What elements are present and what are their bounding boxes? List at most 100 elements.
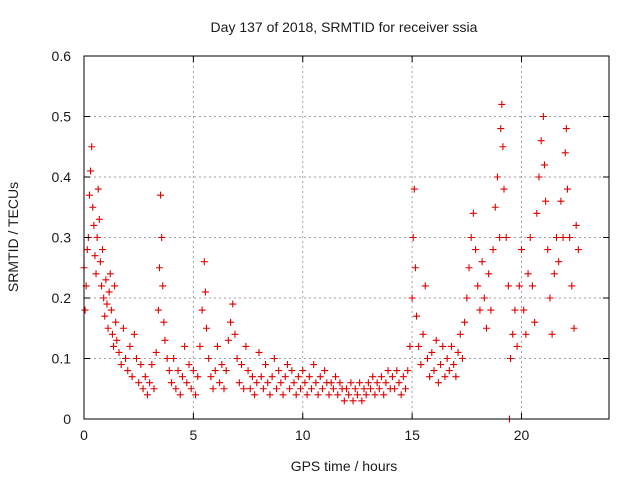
data-point — [402, 385, 410, 393]
data-point — [253, 379, 261, 387]
data-point — [168, 379, 175, 387]
data-point — [349, 397, 357, 405]
data-point — [325, 391, 333, 399]
data-point — [128, 373, 136, 381]
data-point — [411, 264, 419, 272]
data-point — [196, 342, 204, 350]
data-point — [235, 379, 243, 387]
data-point — [555, 258, 563, 266]
data-point — [141, 373, 149, 381]
data-point — [535, 173, 543, 181]
x-tick-label: 5 — [189, 427, 197, 443]
data-point — [294, 373, 302, 381]
data-point — [275, 367, 283, 375]
data-point — [231, 330, 239, 338]
data-point — [498, 100, 506, 108]
data-point — [461, 318, 469, 326]
data-point — [434, 379, 442, 387]
data-point — [362, 391, 370, 399]
data-point — [299, 367, 307, 375]
data-point — [515, 282, 523, 290]
data-point — [502, 234, 510, 241]
data-point — [428, 348, 436, 356]
y-tick-label: 0.6 — [52, 48, 72, 64]
data-point — [130, 330, 138, 338]
data-point — [489, 246, 497, 254]
data-point — [93, 234, 101, 241]
data-point — [279, 391, 287, 399]
data-point — [526, 234, 534, 241]
data-point — [211, 367, 219, 375]
data-point — [117, 361, 125, 369]
y-axis-label: SRMTID / TECUs — [5, 182, 21, 292]
data-point — [139, 385, 147, 393]
data-point — [399, 373, 407, 381]
data-point — [137, 361, 145, 369]
data-point — [292, 391, 300, 399]
data-point — [91, 252, 99, 260]
axis-ticks — [83, 55, 609, 420]
y-tick-label: 0.4 — [52, 169, 72, 185]
data-point — [329, 385, 337, 393]
data-point — [87, 167, 95, 175]
data-point — [183, 379, 191, 387]
y-tick-label: 0.1 — [52, 351, 72, 367]
data-point — [163, 355, 171, 362]
data-point — [417, 361, 425, 369]
data-point — [113, 336, 121, 344]
data-point — [448, 342, 455, 350]
data-point — [485, 270, 493, 278]
data-point — [423, 355, 431, 362]
data-point — [233, 355, 241, 362]
data-point — [115, 348, 123, 356]
data-point — [533, 209, 541, 217]
data-point — [189, 367, 197, 375]
data-point — [334, 391, 342, 399]
data-point — [143, 391, 151, 399]
data-point — [178, 373, 186, 381]
data-point — [553, 234, 560, 241]
data-point — [432, 336, 440, 344]
data-point — [213, 342, 221, 350]
data-point — [542, 197, 550, 205]
data-point — [443, 355, 451, 362]
data-point — [303, 391, 311, 399]
data-point — [181, 342, 189, 350]
data-point — [158, 234, 166, 241]
x-axis-label: GPS time / hours — [291, 458, 398, 474]
data-point — [340, 397, 348, 405]
data-point — [262, 361, 270, 369]
chart-title: Day 137 of 2018, SRMTID for receiver ssi… — [211, 19, 478, 35]
data-point — [288, 367, 296, 375]
data-point — [308, 385, 315, 393]
data-point — [85, 191, 93, 199]
data-point — [185, 361, 193, 369]
data-point — [110, 342, 118, 350]
data-point — [450, 361, 458, 369]
data-point — [382, 379, 390, 387]
data-point — [92, 270, 100, 278]
tick-labels: 0 5 10 15 20 0 0.1 0.2 0.3 0.4 0.5 0.6 — [52, 48, 530, 443]
data-point — [101, 312, 109, 320]
data-point — [572, 221, 580, 229]
data-point — [524, 270, 532, 278]
data-point — [122, 355, 130, 362]
data-point — [406, 342, 414, 350]
data-point — [207, 373, 215, 381]
data-point — [266, 391, 274, 399]
data-point — [353, 391, 361, 399]
data-point — [528, 282, 536, 290]
data-point — [384, 367, 392, 375]
data-point — [152, 348, 160, 356]
data-point — [201, 288, 209, 296]
data-point — [500, 185, 508, 193]
data-point — [395, 379, 403, 387]
data-point — [364, 379, 372, 387]
data-point — [493, 173, 501, 181]
data-point — [81, 306, 89, 314]
data-point — [229, 300, 237, 308]
data-point — [487, 306, 495, 314]
data-point — [336, 379, 344, 387]
y-tick-label: 0.2 — [52, 290, 72, 306]
